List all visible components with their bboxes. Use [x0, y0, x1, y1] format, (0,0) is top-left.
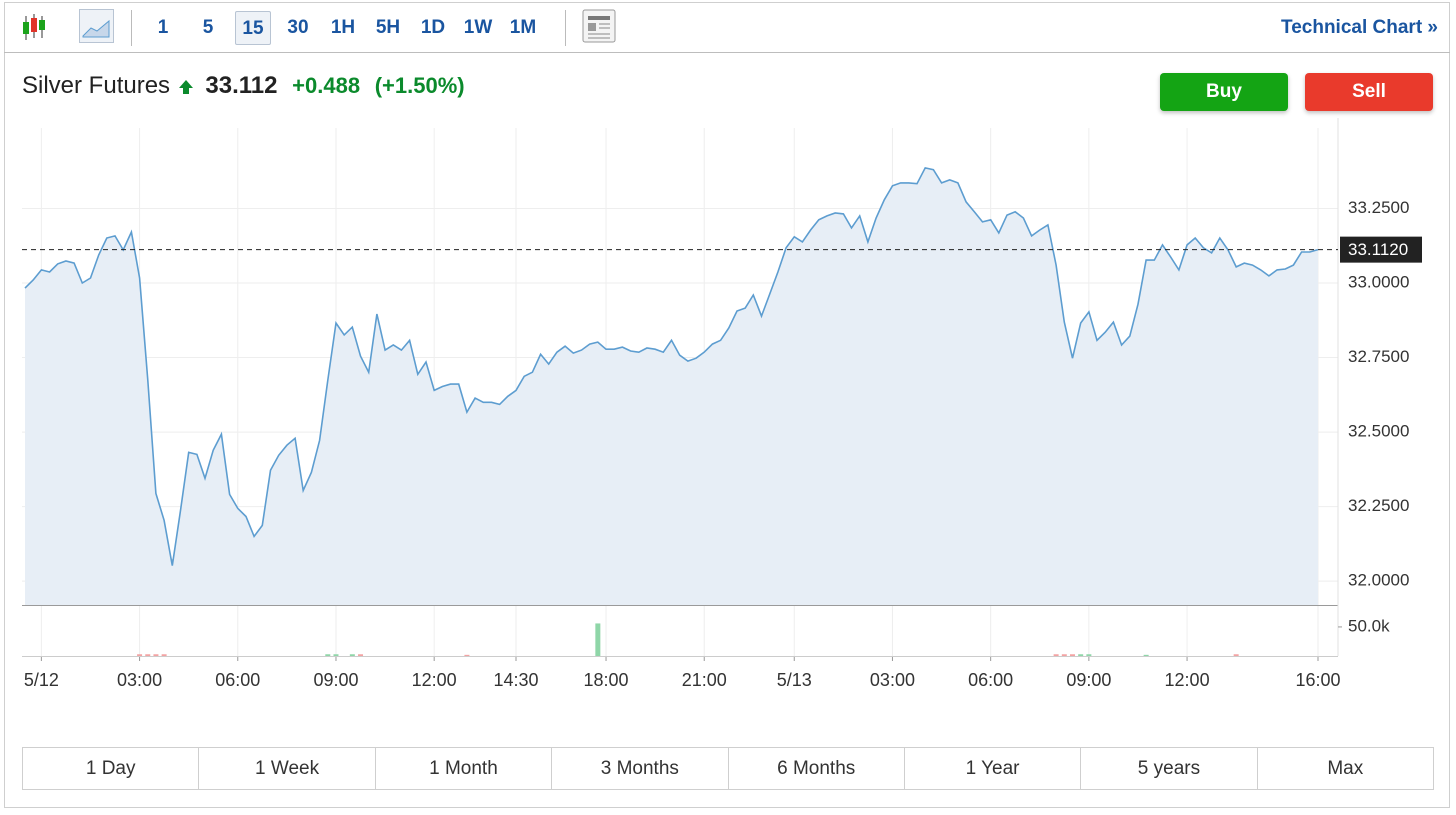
volume-bar — [1078, 654, 1084, 656]
x-tick-label: 03:00 — [117, 670, 162, 690]
volume-bar — [1069, 654, 1075, 656]
volume-bar — [1233, 654, 1239, 656]
range-button[interactable]: Max — [1327, 758, 1364, 779]
volume-bar — [325, 654, 331, 656]
interval-button[interactable]: 5 — [202, 17, 214, 38]
x-tick-label: 06:00 — [215, 670, 260, 690]
x-tick-label: 09:00 — [313, 670, 358, 690]
interval-button[interactable]: 1W — [463, 17, 493, 38]
quote-header: Silver Futures 33.112 +0.488 (+1.50%) — [22, 72, 465, 100]
area — [25, 167, 1318, 605]
sell-button[interactable]: Sell — [1305, 73, 1433, 111]
volume-bar — [153, 654, 159, 656]
interval-button[interactable]: 1D — [420, 17, 446, 38]
range-button[interactable]: 3 Months — [552, 748, 729, 789]
x-tick-label: 03:00 — [870, 670, 915, 690]
volume-bar — [464, 654, 470, 656]
y-tick-label: 32.7500 — [1348, 347, 1409, 366]
volume-tick-label: 50.0k — [1348, 616, 1390, 635]
range-selector: 1 Day 1 Week 1 Month 3 Months 6 Months 1 Year… — [22, 747, 1434, 790]
line — [24, 166, 1319, 566]
x-tick-label: 12:00 — [412, 670, 457, 690]
instrument-name: Silver Futures — [22, 72, 171, 99]
interval-button[interactable]: 1M — [509, 17, 537, 38]
interval-button[interactable]: 5H — [375, 17, 401, 38]
x-tick-label: 06:00 — [968, 670, 1013, 690]
buy-button[interactable]: Buy — [1160, 73, 1288, 111]
volume-bar — [358, 654, 364, 656]
range-button[interactable]: 1 Day — [23, 748, 200, 789]
volume-bar — [1086, 654, 1092, 656]
price: 33.112 — [205, 72, 278, 99]
y-tick-label: 32.5000 — [1348, 422, 1409, 441]
range-button[interactable]: 1 Year — [905, 748, 1082, 789]
news-icon[interactable] — [582, 9, 622, 49]
volume-bar — [349, 654, 355, 656]
y-tick-label: 33.0000 — [1348, 273, 1409, 292]
interval-button[interactable]: 15 — [235, 11, 271, 45]
y-tick-label: 32.2500 — [1348, 496, 1409, 515]
volume-bar — [137, 654, 143, 656]
x-tick-label: 12:00 — [1165, 670, 1210, 690]
last-price-label: 33.1120 — [1348, 240, 1408, 259]
volume-bar — [145, 654, 151, 656]
x-tick-label: 16:00 — [1295, 670, 1340, 690]
x-tick-label: 14:30 — [493, 670, 538, 690]
range-button[interactable]: 5 years — [1081, 748, 1258, 789]
x-tick-label: 18:00 — [584, 670, 629, 690]
change: +0.488 — [292, 73, 361, 98]
y-tick-label: 33.2500 — [1348, 198, 1409, 217]
line-icon[interactable] — [79, 9, 119, 49]
candle-icon[interactable] — [18, 2, 78, 52]
separator — [131, 10, 132, 46]
volume-bar — [333, 654, 339, 656]
toolbar: 1 5 15 30 1H 5H 1D 1W 1M Technical Chart » — [4, 2, 1450, 53]
range-button[interactable]: 1 Month — [376, 748, 553, 789]
x-tick-label: 09:00 — [1066, 670, 1111, 690]
range-button[interactable]: 1 Week — [199, 748, 376, 789]
volume-bar — [161, 654, 167, 656]
frame — [4, 2, 1450, 808]
up-arrow — [178, 79, 193, 94]
volume-bar — [1053, 654, 1059, 656]
separator — [565, 10, 566, 46]
interval-button[interactable]: 1H — [330, 17, 356, 38]
x-tick-label: 21:00 — [682, 670, 727, 690]
interval-button[interactable]: 30 — [287, 17, 309, 38]
volume-bar — [595, 623, 601, 656]
range-button[interactable]: 6 Months — [729, 748, 905, 789]
y-tick-label: 32.0000 — [1348, 571, 1409, 590]
volume-bar — [1061, 654, 1067, 656]
x-tick-label: 5/12 — [24, 670, 59, 690]
x-tick-label: 5/13 — [777, 670, 812, 690]
technical-chart-link[interactable]: Technical Chart » — [1281, 17, 1438, 38]
volume-bar — [1143, 654, 1149, 656]
last-price-box — [1340, 236, 1422, 263]
change-percent: (+1.50%) — [374, 73, 465, 98]
interval-button[interactable]: 1 — [157, 17, 169, 38]
